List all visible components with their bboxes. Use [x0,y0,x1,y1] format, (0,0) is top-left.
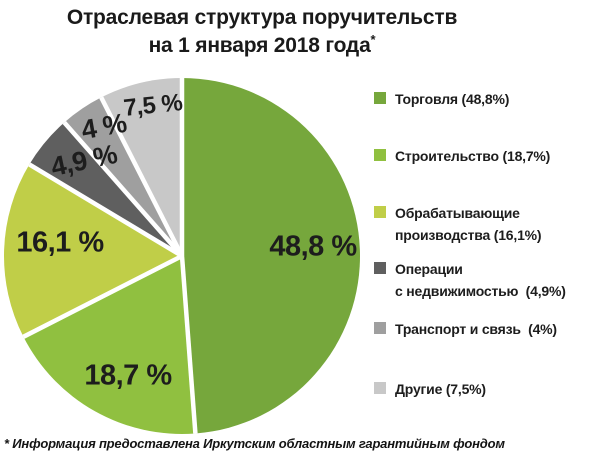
footnote-marker: * [370,32,376,47]
pie-slice-real-estate [29,122,182,257]
footnote: * Информация предоставлена Иркутским обл… [4,436,505,451]
legend-swatch-construction [374,149,386,161]
legend-swatch-other [374,382,386,394]
legend-item-construction: Строительство (18,7%) [374,145,592,167]
pie-slice-transport-communications [64,97,182,256]
pie-slice-trade [182,78,361,434]
legend-label-construction: Строительство (18,7%) [395,148,551,164]
legend-label-real-estate: Операции с недвижимостью (4,9%) [395,261,566,299]
legend-label-transport-communications: Транспорт и связь (4%) [395,321,557,337]
legend-swatch-transport-communications [374,322,386,334]
legend-label-other: Другие (7,5%) [395,381,486,397]
legend-item-other: Другие (7,5%) [374,378,592,400]
slice-label-construction: 18,7 % [84,359,172,392]
pie-slice-manufacturing [3,164,182,337]
slice-separator [62,120,184,258]
slice-separator [99,96,185,258]
legend-item-trade: Торговля (48,8%) [374,88,592,110]
slice-label-trade: 48,8 % [269,230,357,263]
legend-swatch-manufacturing [374,206,386,218]
slice-separator [22,253,184,339]
legend-swatch-trade [374,92,386,104]
page-title: Отраслевая структура поручительств на 1 … [0,4,524,60]
slice-separator [28,162,184,258]
slice-separator [179,255,198,434]
pie-slice-construction [23,256,196,434]
legend-item-transport-communications: Транспорт и связь (4%) [374,318,592,340]
title-line1: Отраслевая структура поручительств [66,6,458,29]
legend-label-manufacturing: Обрабатывающие производства (16,1%) [395,205,542,243]
title-line2: на 1 января 2018 года* [0,32,524,60]
legend-item-manufacturing: Обрабатывающие производства (16,1%) [374,202,592,246]
legend-swatch-real-estate [374,262,386,274]
legend-item-real-estate: Операции с недвижимостью (4,9%) [374,258,592,302]
title-line2-text: на 1 января 2018 года [148,34,371,57]
slice-label-manufacturing: 16,1 % [16,226,104,259]
legend-label-trade: Торговля (48,8%) [395,91,510,107]
